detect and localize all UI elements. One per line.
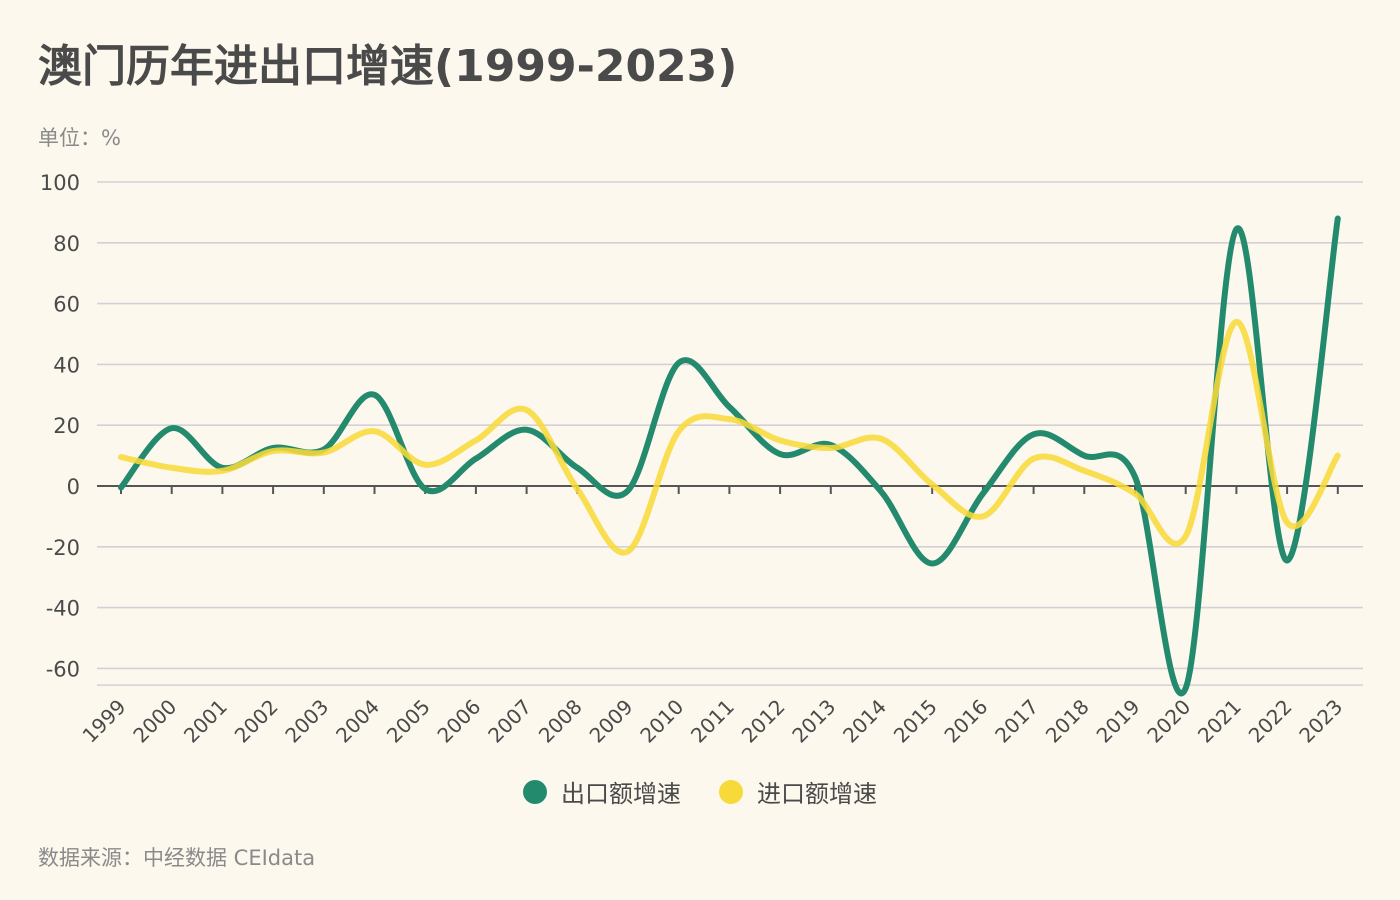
legend-item-import[interactable]: 进口额增速	[719, 774, 877, 809]
x-tick-label: 2015	[889, 695, 942, 748]
x-tick-label: 2017	[990, 695, 1043, 748]
y-tick-label: 0	[67, 475, 80, 499]
x-tick-label: 2011	[686, 695, 739, 748]
legend-item-export[interactable]: 出口额增速	[523, 774, 681, 809]
legend: 出口额增速 进口额增速	[0, 774, 1400, 809]
legend-marker-export	[523, 779, 547, 804]
series-line-import	[118, 318, 1341, 556]
x-tick-label: 2003	[280, 695, 333, 748]
x-tick-label: 2014	[838, 695, 891, 748]
x-tick-label: 2004	[331, 695, 384, 748]
x-axis	[97, 485, 1363, 494]
gridlines	[97, 181, 1363, 686]
y-tick-label: 100	[40, 171, 80, 195]
x-tick-label: 2001	[179, 695, 232, 748]
x-tick-label: 2002	[230, 695, 283, 748]
x-tick-label: 2019	[1092, 695, 1145, 748]
y-tick-label: -60	[46, 657, 80, 681]
y-axis-tick-labels: 100 80 60 40 20 0 -20 -40 -60	[40, 171, 80, 681]
chart-title: 澳门历年进出口增速(1999-2023)	[38, 41, 738, 92]
x-tick-label: 2022	[1244, 695, 1297, 748]
x-tick-label: 2012	[737, 695, 790, 748]
y-tick-label: -40	[46, 597, 80, 621]
y-tick-label: -20	[46, 536, 80, 560]
x-tick-label: 2010	[635, 695, 688, 748]
y-tick-label: 20	[53, 414, 80, 438]
y-tick-label: 60	[53, 293, 80, 317]
legend-marker-import	[719, 779, 743, 804]
y-tick-label: 80	[53, 232, 80, 256]
x-tick-label: 2007	[483, 695, 536, 748]
y-tick-label: 40	[53, 353, 80, 377]
x-tick-label: 2005	[382, 695, 435, 748]
x-tick-label: 2000	[128, 695, 181, 748]
series-lines	[118, 215, 1341, 697]
x-tick-label: 2008	[534, 695, 587, 748]
x-tick-label: 1999	[78, 695, 131, 748]
x-tick-label: 2018	[1041, 695, 1094, 748]
x-tick-label: 2016	[939, 695, 992, 748]
x-tick-label: 2023	[1294, 695, 1347, 748]
legend-label-import: 进口额增速	[757, 780, 877, 808]
series-line-export	[118, 215, 1341, 697]
x-tick-label: 2020	[1142, 695, 1195, 748]
legend-label-export: 出口额增速	[561, 780, 681, 808]
x-tick-label: 2006	[432, 695, 485, 748]
unit-label: 单位：%	[38, 126, 121, 150]
x-tick-label: 2021	[1193, 695, 1246, 748]
data-source: 数据来源：中经数据 CEIdata	[38, 846, 316, 870]
x-axis-tick-labels: 1999200020012002200320042005200620072008…	[78, 695, 1348, 748]
x-tick-label: 2013	[787, 695, 840, 748]
x-tick-label: 2009	[585, 695, 638, 748]
